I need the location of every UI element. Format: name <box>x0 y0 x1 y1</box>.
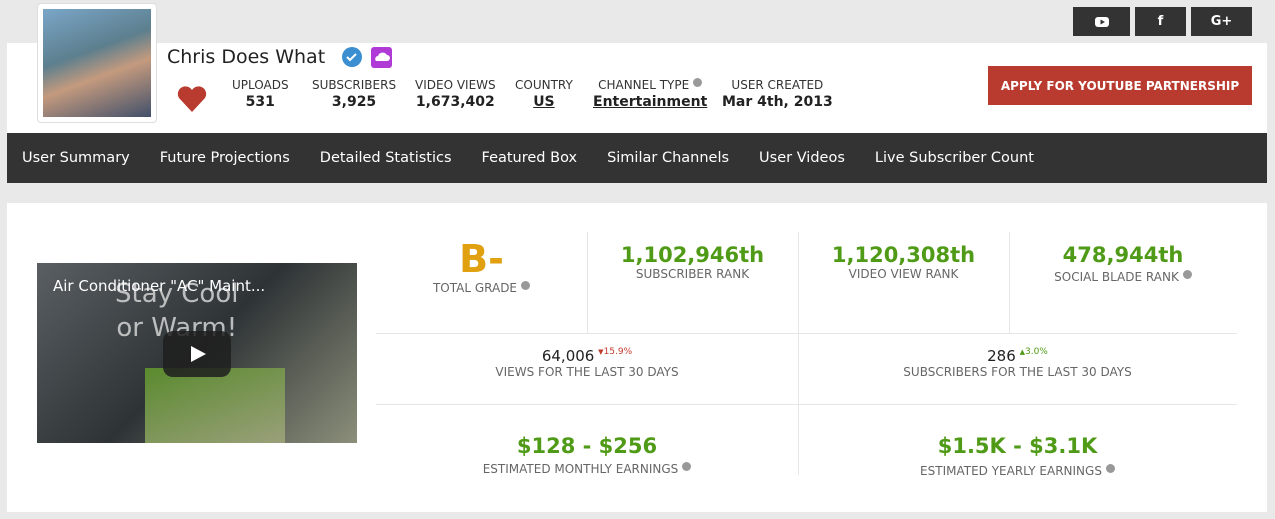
nav-link[interactable]: Featured Box <box>481 150 578 166</box>
rank-value: 1,102,946th <box>620 243 765 267</box>
rank-value: 478,944th <box>1062 243 1184 267</box>
facebook-button[interactable]: f <box>1135 7 1186 36</box>
stat: VIDEO VIEWS 1,673,402 <box>415 78 496 110</box>
nav-link[interactable]: User Videos <box>759 150 845 166</box>
rank-label: SUBSCRIBER RANK <box>635 267 750 281</box>
nav-link[interactable]: Live Subscriber Count <box>874 150 1034 166</box>
rank-label: VIDEO VIEW RANK <box>848 267 959 281</box>
stat-label: COUNTRY <box>515 78 573 92</box>
stat: UPLOADS 531 <box>232 78 289 110</box>
grade-cell: B- TOTAL GRADE <box>376 237 587 295</box>
nav-link[interactable]: Detailed Statistics <box>319 150 452 166</box>
subs-label: SUBSCRIBERS FOR THE LAST 30 DAYS <box>903 365 1132 379</box>
help-icon[interactable] <box>1182 270 1192 279</box>
nav-link[interactable]: Similar Channels <box>607 150 730 166</box>
help-icon[interactable] <box>682 462 692 471</box>
earnings-value: $128 - $256 <box>516 434 658 458</box>
favorite-heart[interactable] <box>176 85 208 113</box>
stat: CHANNEL TYPE Entertainment <box>593 78 707 110</box>
youtube-button[interactable] <box>1073 7 1130 36</box>
stat-value: 3,925 <box>331 94 377 110</box>
video-thumbnail[interactable]: Stay Cool or Warm! Air Conditioner "AC" M… <box>37 263 357 443</box>
earnings-label: ESTIMATED MONTHLY EARNINGS <box>482 462 679 476</box>
grade-label: TOTAL GRADE <box>432 281 518 295</box>
partnership-button[interactable]: APPLY FOR YOUTUBE PARTNERSHIP <box>988 66 1252 105</box>
stat-label: SUBSCRIBERS <box>312 78 397 92</box>
help-icon[interactable] <box>521 281 531 290</box>
nav-bar: User Summary Future Projections Detailed S… <box>7 133 1267 183</box>
channel-name: Chris Does What <box>167 46 326 68</box>
overlay-line: Stay Cool <box>115 279 239 309</box>
stat-value[interactable]: Entertainment <box>593 94 708 110</box>
stat-value: Mar 4th, 2013 <box>722 94 833 110</box>
stat-label: VIDEO VIEWS <box>415 78 496 92</box>
google-button[interactable]: G+ <box>1191 7 1252 36</box>
views-cell: 64,006 ▼15.9% VIEWS FOR THE LAST 30 DAYS <box>495 347 679 379</box>
nav-link[interactable]: Future Projections <box>159 150 290 166</box>
earnings-cell: $1.5K - $3.1K ESTIMATED YEARLY EARNINGS <box>798 434 1237 478</box>
rank-value: 1,120,308th <box>831 243 976 267</box>
stat-value[interactable]: US <box>533 94 555 110</box>
stat: COUNTRY US <box>515 78 573 110</box>
video-title: Air Conditioner "AC" Maint... <box>53 277 266 295</box>
stat-label: CHANNEL TYPE <box>598 78 690 92</box>
views-change: 15.9% <box>603 347 633 357</box>
rank-cell: 1,120,308th VIDEO VIEW RANK <box>798 243 1009 281</box>
views-value: 64,006 <box>541 347 595 365</box>
subs-value: 286 <box>987 347 1016 365</box>
nav-link[interactable]: User Summary <box>22 150 130 166</box>
help-icon[interactable] <box>693 78 703 87</box>
play-button[interactable] <box>163 331 231 377</box>
badges <box>342 47 392 68</box>
stat-value: 531 <box>245 94 275 110</box>
stat: USER CREATED Mar 4th, 2013 <box>722 78 833 110</box>
stat-label: USER CREATED <box>731 78 824 92</box>
rank-cell: 478,944th SOCIAL BLADE RANK <box>1009 243 1237 284</box>
subs-cell: 286 ▲3.0% SUBSCRIBERS FOR THE LAST 30 DAY… <box>903 347 1132 379</box>
views-label: VIEWS FOR THE LAST 30 DAYS <box>495 365 679 379</box>
rank-cell: 1,102,946th SUBSCRIBER RANK <box>587 243 798 281</box>
stat-value: 1,673,402 <box>415 94 495 110</box>
rank-label: SOCIAL BLADE RANK <box>1054 270 1179 284</box>
earnings-cell: $128 - $256 ESTIMATED MONTHLY EARNINGS <box>376 434 798 476</box>
grade-value: B- <box>459 237 504 281</box>
earnings-label: ESTIMATED YEARLY EARNINGS <box>920 464 1102 478</box>
avatar[interactable] <box>37 3 157 123</box>
earnings-value: $1.5K - $3.1K <box>937 434 1098 458</box>
stat-label: UPLOADS <box>232 78 289 92</box>
stat: SUBSCRIBERS 3,925 <box>312 78 396 110</box>
help-icon[interactable] <box>1105 464 1115 473</box>
subs-change: 3.0% <box>1024 347 1048 357</box>
